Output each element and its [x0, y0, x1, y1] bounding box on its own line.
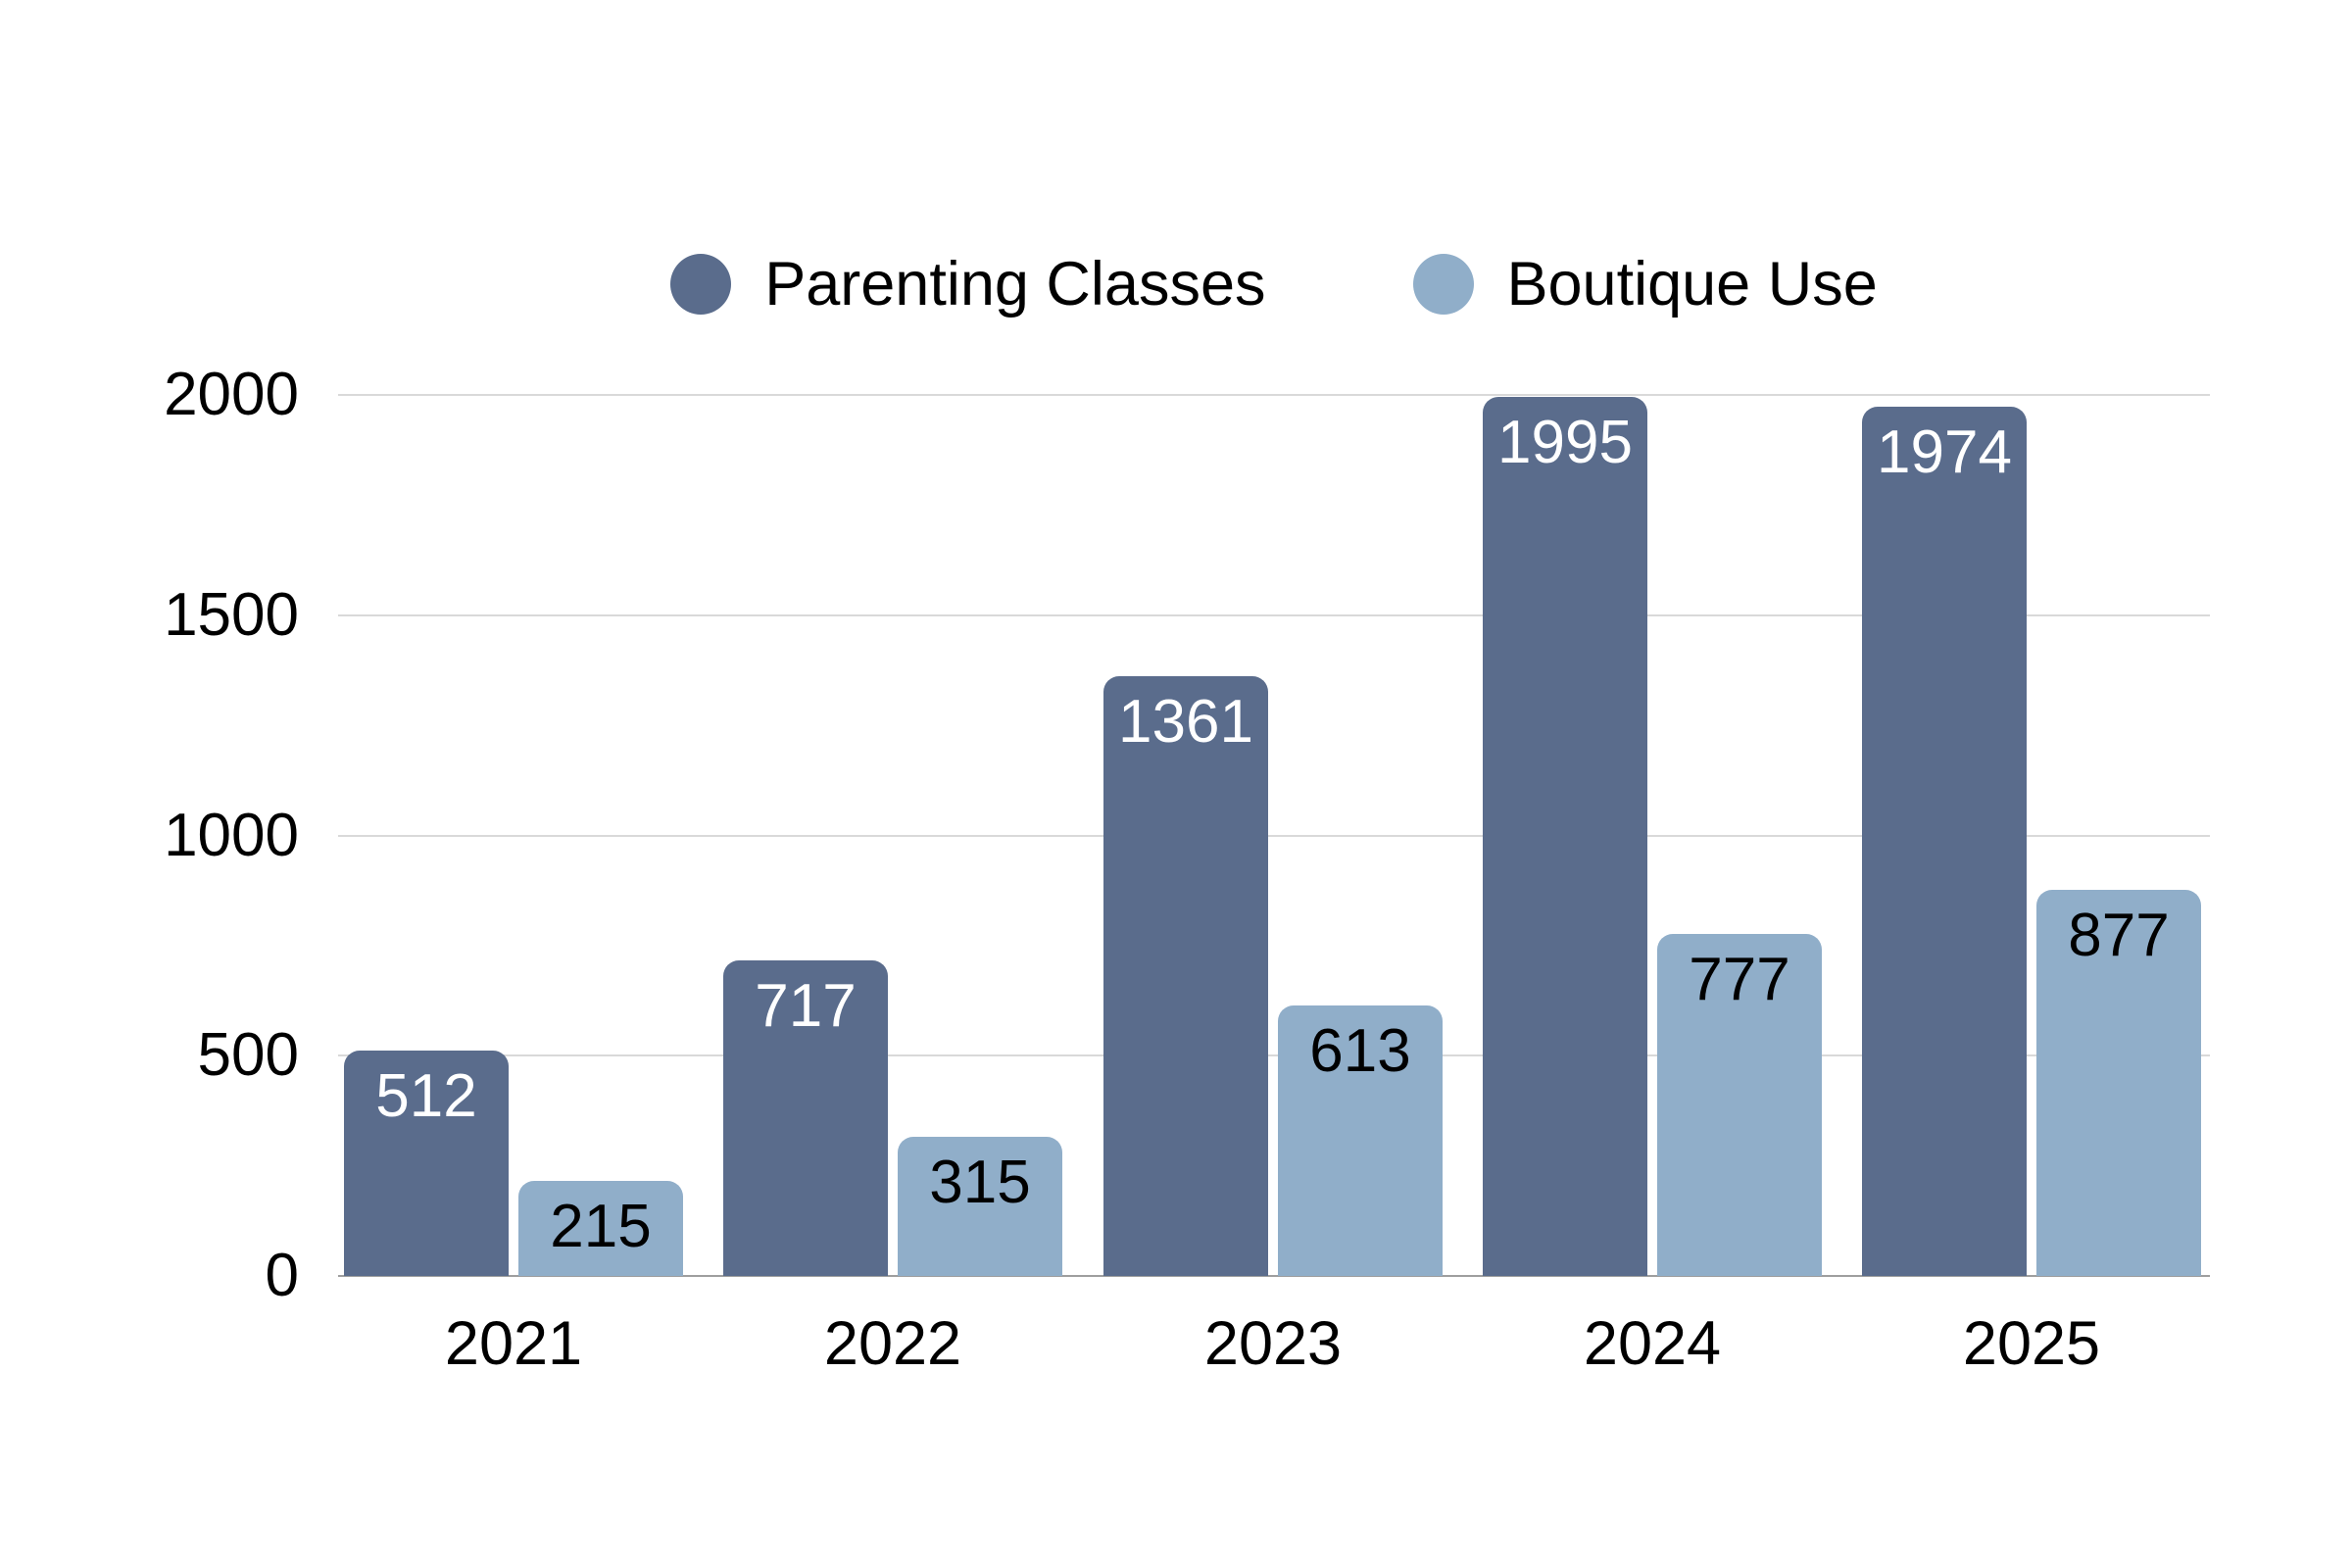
x-tick-label-2024: 2024: [1583, 1309, 1722, 1378]
legend-label: Boutique Use: [1506, 249, 1878, 318]
gridline: [338, 613, 2210, 616]
x-axis-baseline: [338, 1275, 2210, 1277]
bar-value-label: 717: [755, 972, 857, 1040]
bar-2023-boutique-use[interactable]: 613: [1278, 1005, 1443, 1276]
chart-legend: Parenting Classes Boutique Use: [338, 245, 2210, 323]
legend-item-parenting-classes[interactable]: Parenting Classes: [670, 249, 1266, 318]
bar-value-label: 1974: [1877, 418, 2012, 486]
bar-2021-boutique-use[interactable]: 215: [518, 1181, 683, 1276]
x-tick-label-2021: 2021: [444, 1309, 583, 1378]
bar-2025-parenting-classes[interactable]: 1974: [1862, 407, 2027, 1276]
legend-label: Parenting Classes: [764, 249, 1266, 318]
legend-swatch-circle-icon: [670, 254, 732, 315]
legend-swatch-circle-icon: [1412, 254, 1474, 315]
bar-value-label: 1361: [1118, 688, 1253, 756]
y-tick-label: 2000: [164, 361, 299, 428]
bar-value-label: 613: [1309, 1017, 1411, 1085]
gridline: [338, 834, 2210, 837]
bar-2024-boutique-use[interactable]: 777: [1657, 934, 1822, 1276]
bar-2021-parenting-classes[interactable]: 512: [344, 1051, 509, 1276]
bar-value-label: 877: [2068, 902, 2170, 969]
bar-value-label: 215: [550, 1193, 652, 1260]
y-tick-label: 1000: [164, 801, 299, 869]
y-tick-label: 1500: [164, 580, 299, 649]
y-tick-label: 0: [265, 1242, 299, 1309]
gridline: [338, 394, 2210, 396]
x-tick-label-2022: 2022: [823, 1309, 962, 1378]
bar-2025-boutique-use[interactable]: 877: [2036, 890, 2201, 1276]
bar-value-label: 315: [929, 1149, 1031, 1216]
bar-2022-boutique-use[interactable]: 315: [898, 1137, 1062, 1276]
bar-value-label: 512: [375, 1062, 477, 1130]
bar-2023-parenting-classes[interactable]: 1361: [1103, 676, 1268, 1276]
x-tick-label-2023: 2023: [1203, 1309, 1343, 1378]
gridline: [338, 1054, 2210, 1057]
bar-2022-parenting-classes[interactable]: 717: [723, 960, 888, 1276]
bar-value-label: 1995: [1497, 409, 1633, 476]
y-tick-label: 500: [197, 1021, 299, 1090]
legend-item-boutique-use[interactable]: Boutique Use: [1412, 249, 1878, 318]
bar-value-label: 777: [1689, 946, 1790, 1013]
bar-2024-parenting-classes[interactable]: 1995: [1483, 397, 1647, 1276]
x-tick-label-2025: 2025: [1962, 1309, 2101, 1378]
